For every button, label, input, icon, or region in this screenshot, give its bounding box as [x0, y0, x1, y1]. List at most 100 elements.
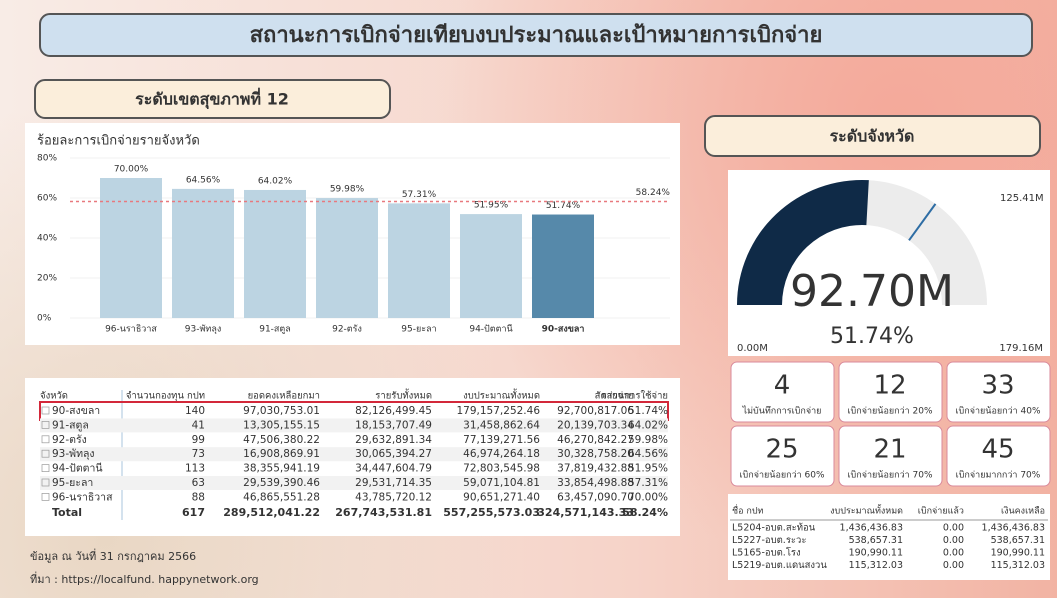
table-cell: 37,819,432.88 — [557, 463, 634, 475]
table-cell: 59.98% — [628, 434, 668, 446]
fund-cell: 115,312.03 — [991, 560, 1045, 571]
fund-cell: 0.00 — [943, 535, 964, 546]
value-label: 51.74% — [546, 201, 581, 211]
card-label: เบิกจ่ายน้อยกว่า 20% — [847, 406, 933, 417]
table-cell: 96-นราธิวาส — [52, 491, 113, 503]
x-tick-label: 96-นราธิวาส — [105, 324, 157, 335]
table-cell: 47,506,380.22 — [243, 434, 320, 446]
table-cell: 20,139,703.34 — [557, 419, 634, 431]
y-tick-label: 0% — [37, 314, 52, 324]
table-total: 289,512,041.22 — [223, 506, 320, 519]
fund-cell: 1,436,436.83 — [840, 523, 903, 534]
table-cell: 41 — [192, 419, 205, 431]
expand-icon — [41, 493, 50, 501]
card-label: เบิกจ่ายน้อยกว่า 70% — [847, 470, 933, 481]
card-value: 25 — [765, 435, 798, 465]
value-label: 64.02% — [258, 176, 293, 186]
table-total: 58.24% — [622, 506, 668, 519]
bar — [388, 203, 450, 318]
card-value: 33 — [981, 371, 1014, 401]
value-label: 59.98% — [330, 185, 365, 195]
gauge-min: 0.00M — [737, 343, 768, 354]
card-value: 12 — [873, 371, 906, 401]
value-label: 57.31% — [402, 190, 437, 200]
table-cell: 29,531,714.35 — [355, 477, 432, 489]
fund-cell: 0.00 — [943, 523, 964, 534]
bar — [316, 198, 378, 318]
target-label: 125.41M — [1000, 193, 1044, 204]
table-cell: 90-สงขลา — [52, 405, 100, 417]
expand-icon — [41, 478, 50, 487]
table-cell: 64.56% — [628, 448, 668, 460]
table-cell: 77,139,271.56 — [463, 434, 540, 446]
fund-header: ชื่อ กปท — [732, 504, 764, 517]
gauge-target — [908, 203, 937, 241]
card — [946, 361, 1051, 423]
bar — [100, 178, 162, 318]
table-cell: 57.31% — [628, 477, 668, 489]
value-label: 70.00% — [114, 165, 149, 175]
table-cell: 91-สตูล — [52, 419, 89, 431]
bar — [172, 188, 234, 318]
table-cell: 46,974,264.18 — [463, 448, 540, 460]
value-label: 51.95% — [474, 201, 509, 211]
table-cell: 88 — [192, 491, 205, 503]
table-total: 557,255,573.03 — [443, 506, 540, 519]
table-cell: 30,065,394.27 — [355, 448, 432, 460]
footer-source: ที่มา : https://localfund. happynetwork.… — [30, 571, 259, 586]
table-cell: 30,328,758.20 — [557, 448, 634, 460]
bar — [532, 214, 594, 318]
table-header: ยอดคงเหลือยกมา — [248, 391, 320, 402]
table-cell: 63,457,090.70 — [557, 491, 634, 503]
fund-cell: L5204-อบต.สะท้อน — [732, 523, 816, 534]
fund-table-panel — [728, 494, 1050, 580]
table-cell: 93-พัทลุง — [52, 448, 95, 460]
table-header: จังหวัด — [40, 391, 68, 402]
table-total: 617 — [182, 506, 205, 519]
table-cell: 33,854,498.88 — [557, 477, 634, 489]
table-cell: 82,126,499.45 — [355, 405, 432, 417]
gauge-max: 179.16M — [999, 343, 1043, 354]
card-value: 45 — [981, 435, 1014, 465]
table-cell: 34,447,604.79 — [355, 463, 432, 475]
chart-title: ร้อยละการเบิกจ่ายรายจังหวัด — [37, 134, 200, 149]
table-cell: 51.95% — [628, 463, 668, 475]
card — [838, 361, 943, 423]
table-total: Total — [52, 506, 82, 519]
fund-cell: 538,657.31 — [991, 535, 1045, 546]
table-header: รายจ่าย — [602, 391, 634, 402]
table-cell: 46,865,551.28 — [243, 491, 320, 503]
x-tick-label: 90-สงขลา — [542, 325, 585, 335]
card — [838, 425, 943, 487]
gauge-percent: 51.74% — [830, 324, 914, 349]
table-cell: 59,071,104.81 — [463, 477, 540, 489]
y-tick-label: 40% — [37, 234, 57, 244]
table-cell: 179,157,252.46 — [457, 405, 541, 417]
table-header: จำนวนกองทุน กปท — [126, 391, 205, 402]
card — [730, 361, 835, 423]
table-cell: 70.00% — [628, 491, 668, 503]
fund-header: งบประมาณทั้งหมด — [830, 504, 903, 517]
row-band — [40, 476, 668, 490]
fund-cell: L5227-อบต.ระวะ — [732, 535, 806, 546]
card-value: 4 — [774, 371, 791, 401]
table-total: 267,743,531.81 — [335, 506, 432, 519]
value-label: 64.56% — [186, 175, 221, 185]
table-cell: 72,803,545.98 — [463, 463, 540, 475]
table-total: 324,571,143.33 — [537, 506, 634, 519]
table-cell: 97,030,753.01 — [243, 405, 320, 417]
page-title: สถานะการเบิกจ่ายเทียบงบประมาณและเป้าหมาย… — [250, 23, 823, 48]
x-tick-label: 95-ยะลา — [401, 325, 436, 335]
fund-cell: L5219-อบต.แดนสงวน — [732, 560, 827, 571]
x-tick-label: 94-ปัตตานี — [469, 324, 512, 335]
x-tick-label: 93-พัทลุง — [185, 325, 221, 335]
y-tick-label: 20% — [37, 274, 57, 284]
province-box — [704, 115, 1041, 157]
table-cell: 64.02% — [628, 419, 668, 431]
card-label: ไม่บันทึกการเบิกจ่าย — [742, 406, 822, 417]
card-label: เบิกจ่ายมากกว่า 70% — [956, 470, 1041, 481]
table-cell: 29,539,390.46 — [243, 477, 320, 489]
expand-icon — [41, 464, 50, 472]
bar — [460, 214, 522, 318]
